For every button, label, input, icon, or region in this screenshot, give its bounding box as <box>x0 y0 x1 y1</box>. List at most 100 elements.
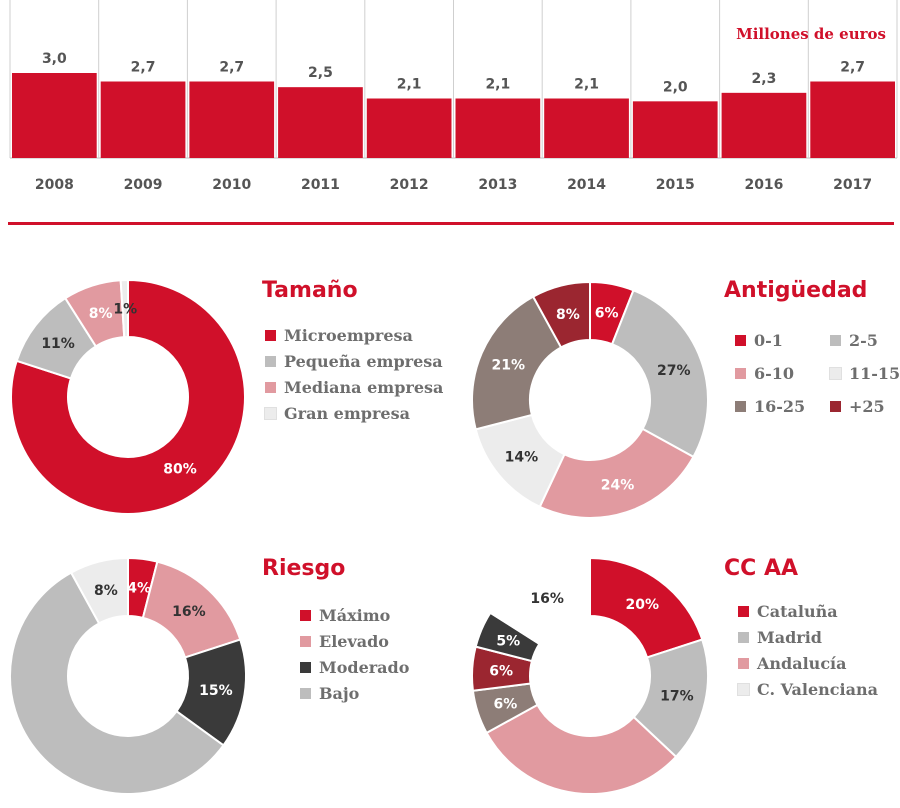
slice-labels: 6% 27% 24% 14% 21% 8% <box>492 306 691 494</box>
legend-label: Elevado <box>319 631 389 651</box>
legend-antiguedad: 0-1 2-5 6-10 11-15 16-25 +25 <box>735 327 900 419</box>
unit-label: Millones de euros <box>736 25 886 43</box>
legend-item-25: +25 <box>830 393 900 419</box>
bar-value-label: 2,1 <box>485 77 510 93</box>
legend-swatch <box>738 657 749 669</box>
slice-label: 27% <box>657 363 691 379</box>
legend-item-andalucia: Andalucía <box>738 650 878 676</box>
legend-label: 16-25 <box>754 396 806 416</box>
x-tick-label: 2008 <box>35 177 74 193</box>
legend-swatch <box>735 367 746 379</box>
x-tick-label: 2009 <box>124 177 163 193</box>
bar-value-label: 2,1 <box>574 77 599 93</box>
legend-item-6-10: 6-10 <box>735 360 830 386</box>
legend-label: 0-1 <box>754 330 783 350</box>
legend-item-16-25: 16-25 <box>735 393 830 419</box>
legend-swatch <box>264 406 277 420</box>
slice-gran-empresa <box>119 278 129 339</box>
slice-label: 16% <box>530 591 564 607</box>
legend-item-moderado: Moderado <box>300 654 409 680</box>
bar-value-label: 2,1 <box>397 77 422 93</box>
x-tick-label: 2014 <box>567 177 606 193</box>
donut-tamano: 80% 11% 8% 1% <box>10 278 246 515</box>
legend-item-2-5: 2-5 <box>830 327 900 353</box>
slice-cataluna <box>589 556 704 659</box>
slice-6-10 <box>538 427 695 519</box>
slice-label: 4% <box>127 581 151 597</box>
title-riesgo: Riesgo <box>262 556 346 581</box>
legend-riesgo: Máximo Elevado Moderado Bajo <box>300 602 409 706</box>
legend-item-microempresa: Microempresa <box>265 322 443 348</box>
slice-label: 16% <box>172 604 206 620</box>
legend-swatch <box>830 400 841 412</box>
x-tick-label: 2016 <box>744 177 783 193</box>
legend-label: Andalucía <box>757 653 847 673</box>
donut-riesgo: 4% 16% 15% 8% <box>9 556 247 795</box>
bar-value-label: 2,7 <box>219 60 244 76</box>
legend-label: Gran empresa <box>284 403 410 423</box>
legend-label: 2-5 <box>849 330 878 350</box>
legend-label: Mediana empresa <box>284 377 444 397</box>
bar-value-label: 2,5 <box>308 65 333 81</box>
bar-2011 <box>278 87 363 158</box>
legend-swatch <box>737 682 750 696</box>
bar-value-label: 2,7 <box>840 60 865 76</box>
legend-label: Máximo <box>319 605 391 625</box>
x-tick-label: 2012 <box>390 177 429 193</box>
legend-swatch <box>830 334 841 346</box>
annual-bar-chart: 3,0 2008 2,7 2009 2,7 2010 2,5 2011 2,1 2012 2,1 20… <box>9 0 898 193</box>
legend-label: Moderado <box>319 657 410 677</box>
donut-antiguedad: 6% 27% 24% 14% 21% 8% <box>471 280 709 519</box>
slice-label: 5% <box>496 634 520 650</box>
title-tamano: Tamaño <box>262 278 358 303</box>
legend-label: C. Valenciana <box>757 679 878 699</box>
legend-swatch <box>265 381 276 393</box>
slice-label: 6% <box>595 306 619 322</box>
slices <box>10 278 246 515</box>
bar-value-label: 2,7 <box>131 60 156 76</box>
legend-swatch <box>738 605 749 617</box>
legend-item-mediana-empresa: Mediana empresa <box>265 374 443 400</box>
legend-item-maximo: Máximo <box>300 602 409 628</box>
legend-item-cataluna: Cataluña <box>738 598 878 624</box>
slice-2-5 <box>610 288 709 459</box>
legend-tamano: Microempresa Pequeña empresa Mediana empre… <box>264 322 443 426</box>
legend-swatch <box>300 635 311 647</box>
legend-label: +25 <box>849 396 885 416</box>
legend-label: Bajo <box>319 683 360 703</box>
bar-2010 <box>189 81 275 158</box>
bar-2015 <box>632 101 718 158</box>
slice-label: 17% <box>660 688 694 704</box>
legend-item-0-1: 0-1 <box>735 327 830 353</box>
legend-item-11-15: 11-15 <box>829 360 900 386</box>
legend-label: Pequeña empresa <box>284 351 443 371</box>
slice-slice-6 <box>488 556 591 646</box>
legend-item-bajo: Bajo <box>300 680 409 706</box>
slice-label: 11% <box>41 336 75 352</box>
legend-item-gran-empresa: Gran empresa <box>264 400 443 426</box>
slice-label: 8% <box>89 306 113 322</box>
legend-swatch <box>265 329 276 341</box>
slices <box>471 280 709 519</box>
legend-label: 11-15 <box>849 363 900 383</box>
slice-16-25 <box>471 295 563 431</box>
x-tick-label: 2011 <box>301 177 340 193</box>
slice-slice-4 <box>69 556 129 625</box>
slice-25 <box>531 280 591 349</box>
x-tick-label: 2017 <box>833 177 872 193</box>
legend-swatch <box>735 334 746 346</box>
slice-label: 21% <box>492 358 526 374</box>
slice-label: 6% <box>489 663 513 679</box>
slice-label: 8% <box>556 307 580 323</box>
bar-2008 <box>12 73 97 158</box>
slice-label: 14% <box>505 450 539 466</box>
bar-2013 <box>455 98 541 158</box>
bar-2012 <box>366 98 452 158</box>
section-divider <box>8 222 894 225</box>
x-tick-label: 2015 <box>656 177 695 193</box>
legend-swatch <box>738 631 749 643</box>
bar-2017 <box>810 81 895 158</box>
legend-swatch <box>300 687 311 699</box>
legend-label: Microempresa <box>284 325 413 345</box>
slice-microempresa <box>10 278 246 515</box>
